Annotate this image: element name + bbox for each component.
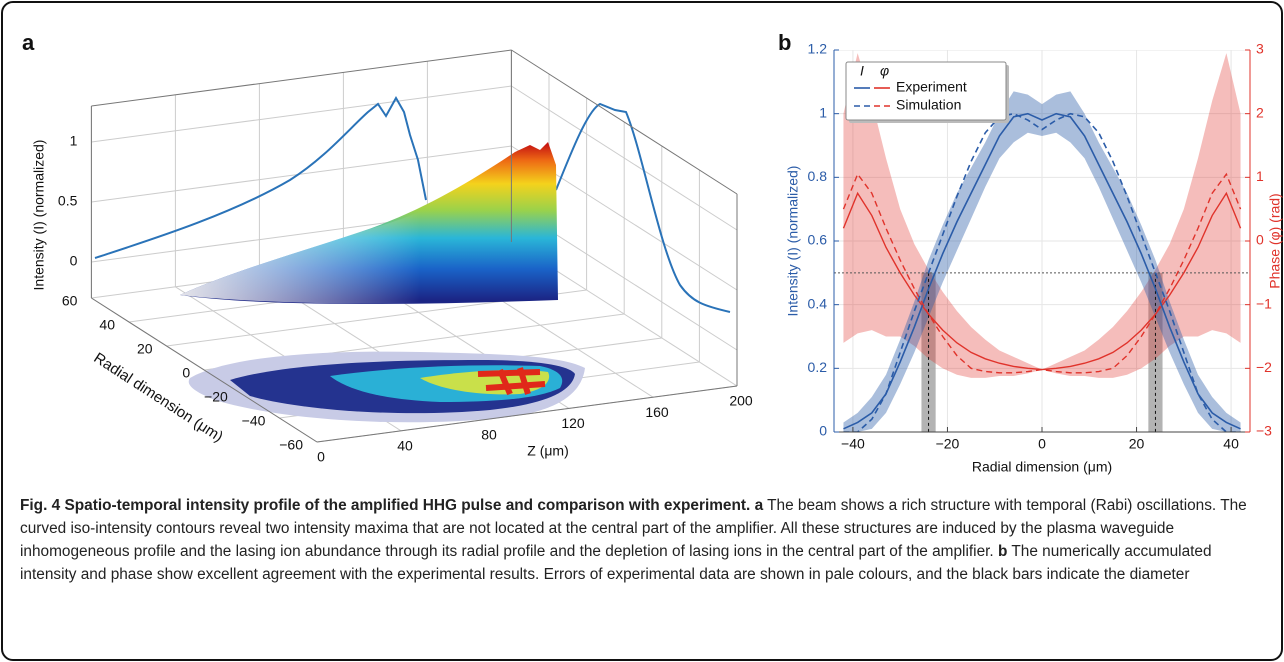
y-tick-label: 1.2 — [808, 41, 828, 57]
caption: Fig. 4 Spatio-temporal intensity profile… — [20, 494, 1268, 586]
y-tick-label: −40 — [242, 413, 266, 429]
caption-title: Fig. 4 Spatio-temporal intensity profile… — [20, 497, 751, 514]
axis-edge — [316, 385, 738, 443]
x-tick-label: 200 — [729, 393, 753, 409]
projection-curve — [555, 102, 731, 313]
caption-text: The numerically accumulated intensity an… — [20, 543, 1212, 583]
grid-line — [91, 85, 512, 143]
panel-label: a — [22, 30, 35, 55]
panel-a: a Intensity (I) (normalized) Radial dime… — [22, 30, 753, 465]
y2-tick-label: 3 — [1256, 41, 1264, 57]
legend-label: Simulation — [896, 97, 961, 113]
y2-tick-label: −2 — [1256, 359, 1272, 375]
y2-tick-label: 2 — [1256, 104, 1264, 120]
z-tick-label: 0.5 — [58, 193, 78, 209]
x-tick-label: −20 — [936, 436, 960, 452]
grid-line — [91, 145, 512, 203]
y-tick-label: 0.6 — [808, 232, 828, 248]
y-tick-label: 1 — [819, 104, 827, 120]
y-tick-label: −20 — [204, 389, 228, 405]
grid-line — [511, 85, 738, 231]
figure: a Intensity (I) (normalized) Radial dime… — [22, 30, 1283, 475]
x-tick-label: 80 — [481, 426, 497, 442]
y-tick-label: 60 — [62, 293, 78, 309]
z-tick-label: 0 — [70, 253, 78, 269]
x-tick-label: 120 — [561, 415, 585, 431]
x-tick-label: 0 — [1038, 436, 1046, 452]
y-tick-label: 20 — [137, 341, 153, 357]
x-tick-label: 40 — [1223, 436, 1239, 452]
y-tick-label: −60 — [279, 437, 303, 453]
y-tick-label: 0 — [819, 423, 827, 439]
x-tick-label: −40 — [841, 436, 865, 452]
x-tick-label: 0 — [317, 449, 325, 465]
axis-edge — [511, 49, 738, 195]
y-tick-label: 0.8 — [808, 168, 828, 184]
x-axis-label: Radial dimension (μm) — [972, 459, 1112, 475]
phase-line — [842, 172, 1242, 374]
intensity-line — [843, 112, 1241, 432]
caption-label: a — [754, 497, 764, 514]
y2-tick-label: −3 — [1256, 423, 1272, 439]
legend-header: I — [860, 63, 864, 79]
legend-label: Experiment — [896, 79, 967, 95]
axis-edge — [91, 297, 318, 443]
y2-tick-label: −1 — [1256, 295, 1272, 311]
x-tick-label: 40 — [397, 438, 413, 454]
z-tick-label: 1 — [70, 133, 78, 149]
panel-label: b — [778, 30, 791, 55]
caption-label: b — [997, 543, 1008, 560]
y-tick-label: 0.2 — [808, 359, 828, 375]
contour-peaks — [477, 367, 546, 396]
x-tick-label: 20 — [1129, 436, 1145, 452]
projection-curve — [94, 95, 427, 259]
y2-tick-label: 0 — [1256, 232, 1264, 248]
y-axis-label: Intensity (I) (normalized) — [785, 166, 801, 317]
legend-header: φ — [880, 63, 889, 79]
panel-b: b Intensity (I) (normalized) Phase (φ) (… — [778, 30, 1283, 475]
caption-text: The beam shows a rich structure with tem… — [20, 497, 1247, 560]
x-axis-label: Z (μm) — [527, 443, 569, 459]
x-tick-label: 160 — [645, 404, 669, 420]
y-tick-label: 40 — [99, 317, 115, 333]
error-band — [843, 53, 1241, 378]
phase-line — [842, 191, 1242, 371]
intensity-line — [843, 112, 1241, 430]
surface-fade — [180, 212, 420, 304]
y-tick-label: 0.4 — [808, 295, 828, 311]
axis-edge — [91, 49, 512, 107]
y2-tick-label: 1 — [1256, 168, 1264, 184]
y2-axis-label: Phase (φ) (rad) — [1267, 193, 1283, 288]
y-tick-label: 0 — [182, 365, 190, 381]
z-axis-label: Intensity (I) (normalized) — [31, 140, 47, 291]
